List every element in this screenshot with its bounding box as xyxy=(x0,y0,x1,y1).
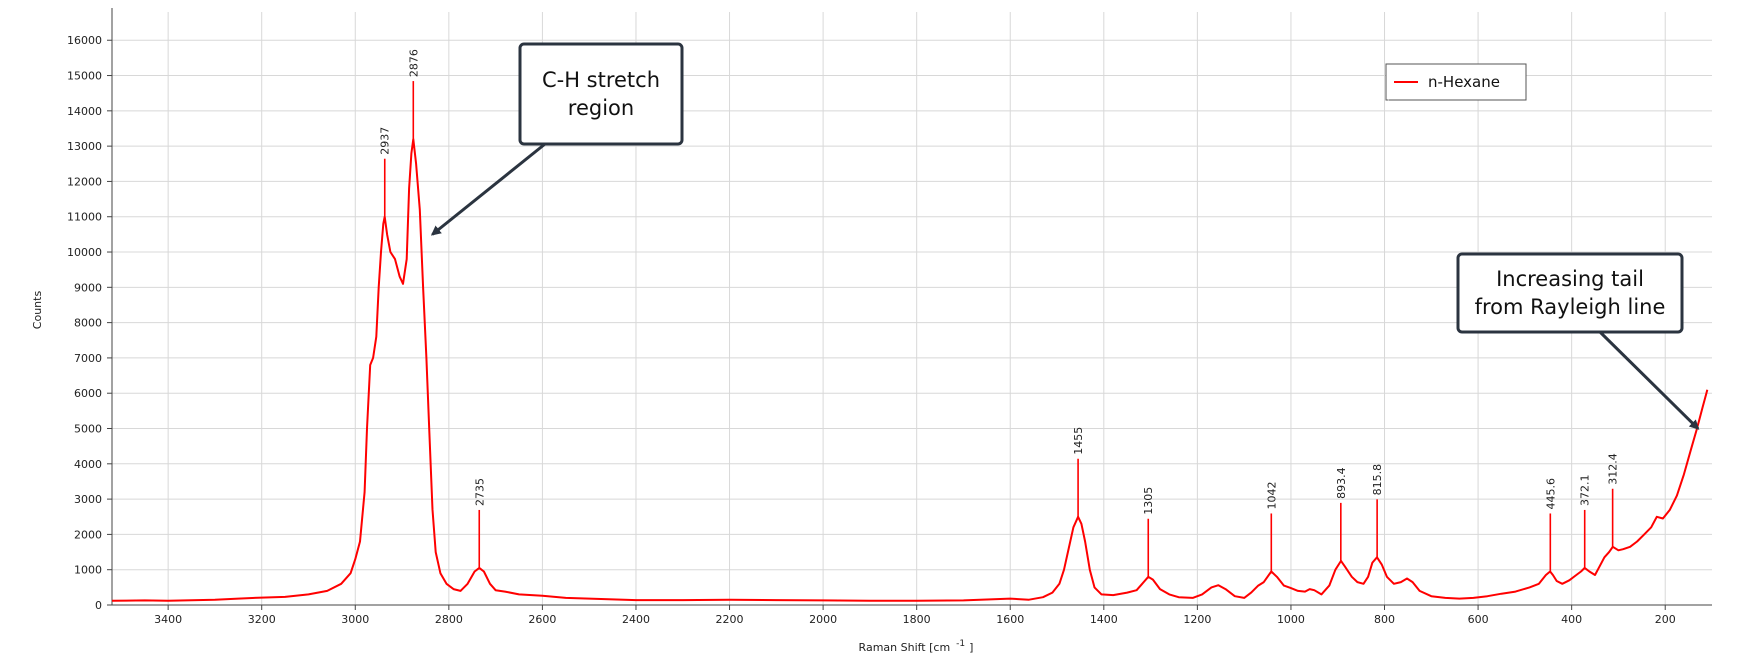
series-line-0 xyxy=(111,138,1709,602)
y-tick-label: 7000 xyxy=(74,352,102,365)
x-axis-title-main: Raman Shift [cm xyxy=(859,641,951,654)
y-tick-label: 8000 xyxy=(74,317,102,330)
peak-label: 1305 xyxy=(1142,487,1155,515)
x-axis-title: Raman Shift [cm -1] xyxy=(859,639,974,654)
x-tick-label: 3000 xyxy=(341,613,369,626)
annotation-text: from Rayleigh line xyxy=(1475,295,1666,319)
peak-label: 372.1 xyxy=(1579,474,1592,506)
peak-label: 893.4 xyxy=(1335,467,1348,499)
y-tick-label: 3000 xyxy=(74,493,102,506)
peak-label: 815.8 xyxy=(1371,464,1384,496)
x-tick-label: 1000 xyxy=(1277,613,1305,626)
x-tick-label: 400 xyxy=(1561,613,1582,626)
x-tick-label: 3200 xyxy=(248,613,276,626)
y-tick-label: 2000 xyxy=(74,528,102,541)
annotation-box xyxy=(1456,252,1684,334)
x-axis-title-superscript: -1 xyxy=(956,639,965,649)
annotation-text: C-H stretch xyxy=(542,68,660,92)
peak-label: 2876 xyxy=(407,49,420,77)
y-tick-label: 16000 xyxy=(67,34,102,47)
annotation-arrow xyxy=(430,142,546,236)
series-layer xyxy=(111,138,1709,602)
x-tick-label: 2400 xyxy=(622,613,650,626)
x-tick-label: 2800 xyxy=(435,613,463,626)
x-tick-label: 3400 xyxy=(154,613,182,626)
annotations: C-H stretch region Increasing tail from Ray… xyxy=(430,42,1700,430)
y-tick-label: 13000 xyxy=(67,140,102,153)
peak-labels: 2937 2876 2735 1455 1305 1042 893.4 815.8 445.6 3… xyxy=(379,49,1620,577)
x-tick-label: 200 xyxy=(1655,613,1676,626)
x-tick-label: 800 xyxy=(1374,613,1395,626)
peak-label: 2937 xyxy=(379,127,392,155)
annotation-text: region xyxy=(568,96,634,120)
x-axis-title-end: ] xyxy=(969,641,973,654)
annotation-text: Increasing tail xyxy=(1496,267,1644,291)
x-tick-label: 600 xyxy=(1468,613,1489,626)
y-tick-label: 5000 xyxy=(74,423,102,436)
legend: n-Hexane xyxy=(1385,63,1527,101)
y-tick-label: 10000 xyxy=(67,246,102,259)
x-tick-label: 2000 xyxy=(809,613,837,626)
peak-label: 445.6 xyxy=(1544,478,1557,510)
y-tick-label: 14000 xyxy=(67,105,102,118)
y-tick-label: 4000 xyxy=(74,458,102,471)
axes: 3400 3200 3000 2800 2600 2400 2200 2000 1800 1600… xyxy=(31,8,1712,654)
peak-label: 1042 xyxy=(1265,481,1278,509)
y-tick-label: 9000 xyxy=(74,281,102,294)
y-tick-label: 15000 xyxy=(67,70,102,83)
y-axis-title: Counts xyxy=(31,291,44,330)
x-tick-label: 2200 xyxy=(716,613,744,626)
annotation-box xyxy=(518,42,684,146)
y-tick-label: 0 xyxy=(95,599,102,612)
legend-label: n-Hexane xyxy=(1428,73,1500,91)
peak-label: 2735 xyxy=(473,478,486,506)
x-tick-label: 1400 xyxy=(1090,613,1118,626)
peak-label: 1455 xyxy=(1072,427,1085,455)
peak-label: 312.4 xyxy=(1607,453,1620,485)
y-tick-label: 6000 xyxy=(74,387,102,400)
x-tick-label: 2600 xyxy=(528,613,556,626)
annotation-arrow xyxy=(1598,330,1700,430)
x-tick-label: 1600 xyxy=(996,613,1024,626)
y-tick-label: 11000 xyxy=(67,211,102,224)
y-tick-label: 1000 xyxy=(74,564,102,577)
x-tick-label: 1800 xyxy=(903,613,931,626)
x-tick-label: 1200 xyxy=(1183,613,1211,626)
y-tick-label: 12000 xyxy=(67,175,102,188)
